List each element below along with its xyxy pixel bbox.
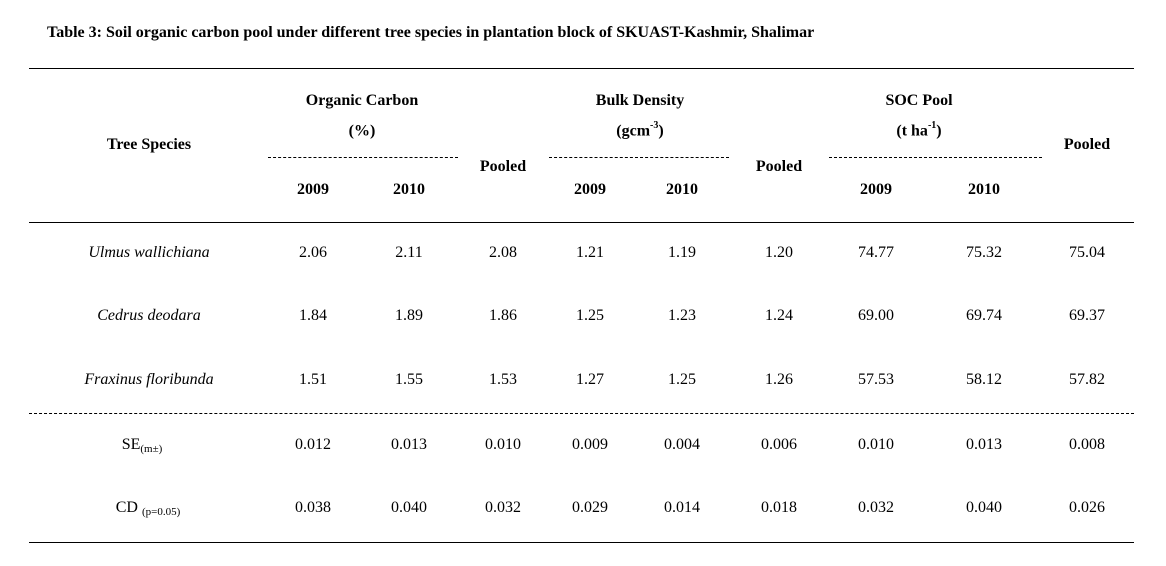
soc-pooled-header: Pooled <box>1063 136 1111 153</box>
cd-label: CD (p=0.05) <box>115 499 181 518</box>
data-cell: 1.21 <box>576 244 604 261</box>
bd-year-2009: 2009 <box>574 181 606 198</box>
data-cell: 1.25 <box>668 371 696 388</box>
data-cell: 0.032 <box>485 499 521 516</box>
se-label: SE(m±) <box>121 436 163 455</box>
species-name: Cedrus deodara <box>97 307 201 324</box>
bulk-density-divider <box>549 157 729 158</box>
data-cell: 2.08 <box>489 244 517 261</box>
soc-year-2009: 2009 <box>860 181 892 198</box>
data-cell: 1.27 <box>576 371 604 388</box>
data-cell: 1.26 <box>765 371 793 388</box>
data-cell: 0.032 <box>858 499 894 516</box>
data-cell: 0.014 <box>664 499 700 516</box>
soc-year-2010: 2010 <box>968 181 1000 198</box>
bd-pooled-header: Pooled <box>755 158 803 175</box>
bulk-density-unit: (gcm-3) <box>616 120 664 140</box>
data-cell: 2.06 <box>299 244 327 261</box>
header-rule <box>29 222 1134 223</box>
data-cell: 0.010 <box>485 436 521 453</box>
organic-carbon-unit: (%) <box>348 122 376 140</box>
data-cell: 57.53 <box>858 371 894 388</box>
data-cell: 1.86 <box>489 307 517 324</box>
data-cell: 1.84 <box>299 307 327 324</box>
soc-pool-divider <box>829 157 1042 158</box>
species-name: Fraxinus floribunda <box>84 371 214 388</box>
stats-divider <box>29 413 1134 414</box>
species-header: Tree Species <box>106 136 192 153</box>
data-cell: 1.20 <box>765 244 793 261</box>
data-cell: 0.010 <box>858 436 894 453</box>
data-cell: 57.82 <box>1069 371 1105 388</box>
oc-year-2010: 2010 <box>393 181 425 198</box>
data-cell: 0.009 <box>572 436 608 453</box>
data-cell: 2.11 <box>395 244 423 261</box>
oc-year-2009: 2009 <box>297 181 329 198</box>
data-cell: 0.038 <box>295 499 331 516</box>
data-cell: 1.53 <box>489 371 517 388</box>
data-cell: 58.12 <box>966 371 1002 388</box>
data-cell: 0.004 <box>664 436 700 453</box>
data-cell: 1.24 <box>765 307 793 324</box>
bottom-rule <box>29 542 1134 543</box>
data-cell: 1.55 <box>395 371 423 388</box>
data-cell: 0.006 <box>761 436 797 453</box>
top-rule <box>29 68 1134 69</box>
data-cell: 0.040 <box>391 499 427 516</box>
data-cell: 0.013 <box>391 436 427 453</box>
data-cell: 69.74 <box>966 307 1002 324</box>
data-cell: 1.25 <box>576 307 604 324</box>
data-cell: 0.008 <box>1069 436 1105 453</box>
data-cell: 0.013 <box>966 436 1002 453</box>
organic-carbon-header: Organic Carbon <box>305 92 419 109</box>
data-cell: 0.012 <box>295 436 331 453</box>
data-cell: 75.32 <box>966 244 1002 261</box>
bulk-density-header: Bulk Density <box>595 92 685 109</box>
organic-carbon-divider <box>268 157 458 158</box>
data-cell: 0.026 <box>1069 499 1105 516</box>
soc-pool-unit: (t ha-1) <box>896 120 942 140</box>
data-cell: 0.040 <box>966 499 1002 516</box>
data-cell: 1.51 <box>299 371 327 388</box>
soc-pool-header: SOC Pool <box>885 92 953 109</box>
data-cell: 1.19 <box>668 244 696 261</box>
oc-pooled-header: Pooled <box>479 158 527 175</box>
data-cell: 75.04 <box>1069 244 1105 261</box>
data-cell: 1.23 <box>668 307 696 324</box>
table-title: Table 3: Soil organic carbon pool under … <box>47 24 815 41</box>
bd-year-2010: 2010 <box>666 181 698 198</box>
data-cell: 69.37 <box>1069 307 1105 324</box>
data-cell: 0.029 <box>572 499 608 516</box>
species-name: Ulmus wallichiana <box>88 244 210 261</box>
data-cell: 1.89 <box>395 307 423 324</box>
data-cell: 74.77 <box>858 244 894 261</box>
data-cell: 0.018 <box>761 499 797 516</box>
data-cell: 69.00 <box>858 307 894 324</box>
